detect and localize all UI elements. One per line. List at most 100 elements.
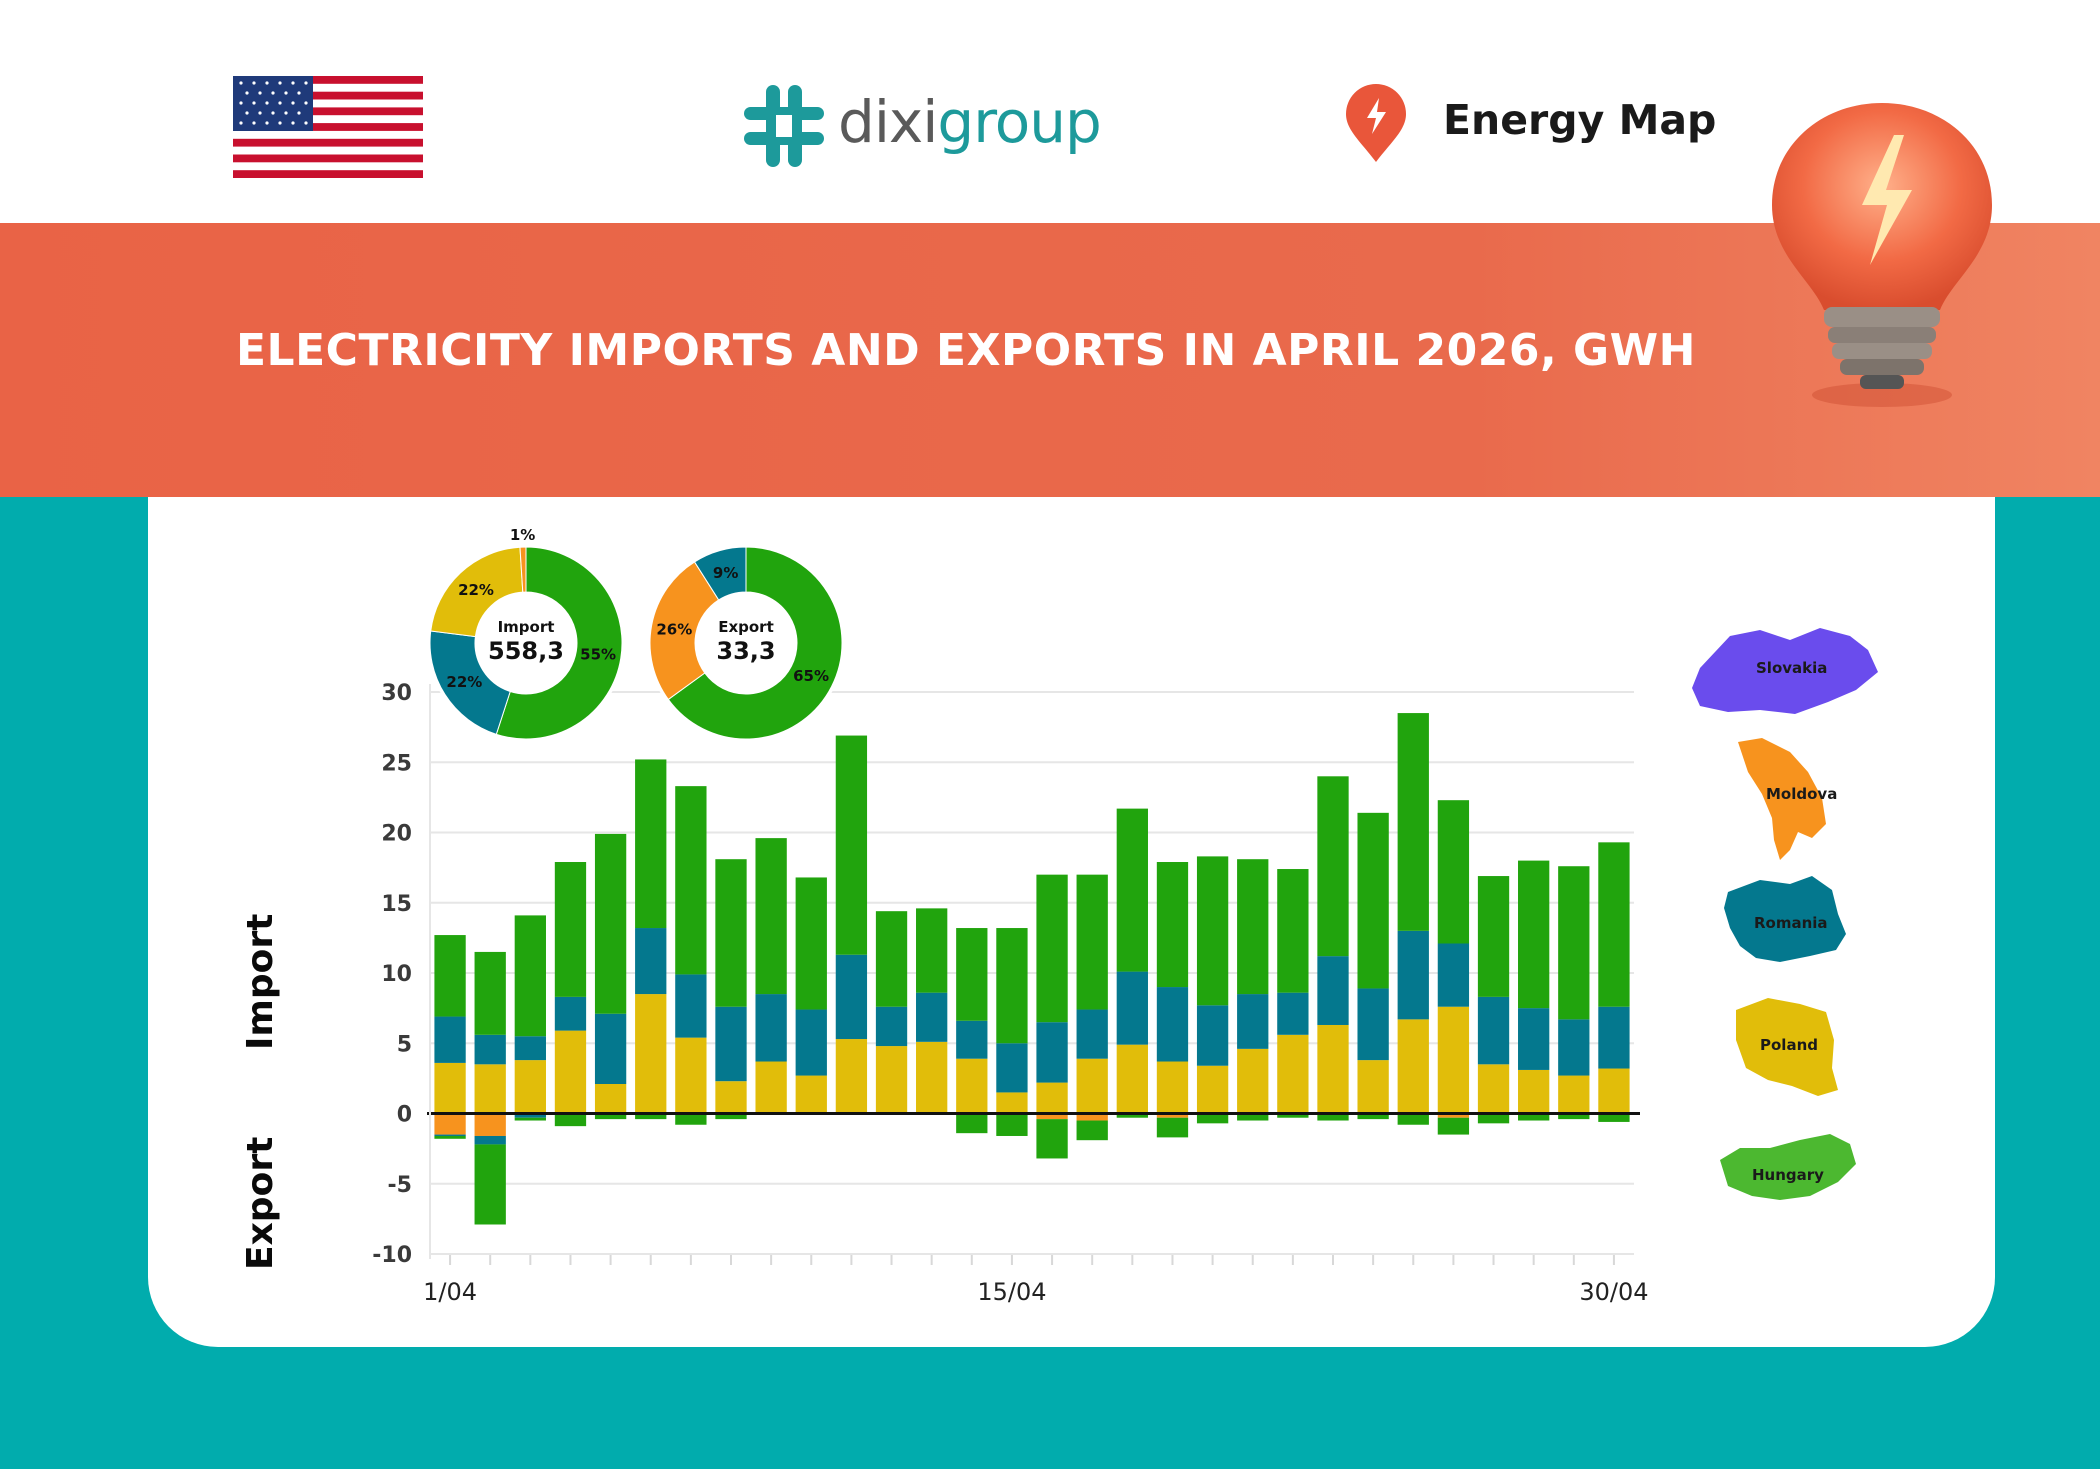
- bar-segment: [675, 786, 707, 975]
- bar-segment: [1237, 1048, 1269, 1114]
- donut-slice: [519, 546, 527, 593]
- bar-segment: [1156, 987, 1189, 1062]
- bar-segment: [996, 1113, 1028, 1136]
- bar-segment: [1357, 812, 1389, 989]
- bar-segment: [635, 994, 667, 1114]
- title-band: [0, 223, 2100, 497]
- bar-segment: [956, 928, 988, 1021]
- bar-segment: [1076, 1058, 1108, 1114]
- bar-segment: [1357, 1060, 1389, 1114]
- bar-segment: [1196, 1005, 1229, 1066]
- bar-segment: [635, 759, 667, 929]
- bar-segment: [675, 1037, 707, 1114]
- legend-label-slovakia: Slovakia: [1756, 659, 1827, 677]
- y-tick-label: 25: [381, 751, 412, 776]
- donut-slice-label: 55%: [580, 645, 616, 663]
- us-flag-icon: [233, 76, 423, 178]
- bar-segment: [1156, 1113, 1189, 1118]
- bar-segment: [474, 951, 506, 1035]
- bar-segment: [1598, 1068, 1630, 1114]
- donut-slice-label: 22%: [458, 581, 494, 599]
- legend-romania: Romania: [1724, 876, 1846, 962]
- bar-segment: [1237, 859, 1269, 995]
- bar-segment: [1196, 1065, 1229, 1114]
- bar-segment: [594, 1083, 627, 1114]
- bar-segment: [795, 877, 827, 1010]
- bar-segment: [1437, 943, 1470, 1007]
- moldova-map-icon: [1738, 738, 1826, 860]
- bar-segment: [916, 992, 948, 1042]
- bar-segment: [434, 1016, 466, 1063]
- donut-slice: [693, 546, 747, 601]
- bar-segment: [715, 1113, 747, 1120]
- bar-segment: [875, 1006, 908, 1047]
- legend-label-romania: Romania: [1754, 914, 1828, 932]
- bar-segment: [434, 1062, 466, 1114]
- donut-slice-label: 26%: [656, 620, 692, 638]
- bar-segment: [1277, 869, 1309, 993]
- y-tick-label: 30: [381, 681, 412, 706]
- y-tick-label: 5: [397, 1032, 412, 1057]
- export-axis-label: Export: [240, 1137, 281, 1270]
- bar-segment: [1156, 1061, 1189, 1114]
- bar-segment: [835, 1039, 868, 1114]
- bar-segment: [996, 928, 1028, 1044]
- bar-segment: [1317, 1024, 1349, 1114]
- bar-segment: [434, 935, 466, 1017]
- bar-segment: [1598, 1006, 1630, 1069]
- bar-segment: [1036, 1082, 1068, 1114]
- bar-segment: [1477, 876, 1510, 997]
- legend-label-hungary: Hungary: [1752, 1166, 1824, 1184]
- bar-segment: [1518, 1069, 1550, 1114]
- bar-segment: [1397, 1019, 1429, 1114]
- bar-segment: [594, 1013, 627, 1084]
- y-tick-label: 0: [397, 1103, 412, 1128]
- donut-slice: [667, 546, 843, 740]
- brand-name: dixigroup: [838, 82, 1102, 162]
- donut-slice-label: 65%: [793, 667, 829, 685]
- bar-segment: [1397, 930, 1429, 1020]
- donut-slice-label: 1%: [510, 526, 535, 544]
- bar-segment: [1437, 1117, 1470, 1135]
- legend-label-poland: Poland: [1760, 1036, 1818, 1054]
- bar-segment: [1237, 1113, 1269, 1121]
- bar-segment: [715, 859, 747, 1007]
- legend-poland: Poland: [1736, 998, 1838, 1096]
- stacked-bars: [434, 713, 1630, 1225]
- bar-segment: [875, 911, 908, 1007]
- bar-segment: [635, 928, 667, 995]
- y-axis-ticks: -10 -5 0 5 10 15 20 25 30: [372, 681, 412, 1268]
- location-pin-icon: [1346, 84, 1406, 162]
- y-tick-label: -5: [388, 1173, 412, 1198]
- bar-segment: [1317, 776, 1349, 957]
- bar-segment: [1156, 1117, 1189, 1138]
- bar-segment: [956, 1113, 988, 1134]
- bar-segment: [474, 1034, 506, 1065]
- legend-moldova: Moldova: [1738, 738, 1837, 860]
- bar-segment: [1076, 1009, 1108, 1059]
- y-tick-label: -10: [372, 1243, 412, 1268]
- bar-segment: [1317, 1113, 1349, 1121]
- donut-slice: [495, 546, 623, 740]
- bar-segment: [1357, 988, 1389, 1061]
- donut-slice: [429, 630, 511, 735]
- bar-segment: [1196, 856, 1229, 1006]
- bar-segment: [1558, 866, 1590, 1020]
- donut-center-value: 558,3: [488, 637, 564, 665]
- bar-segment: [474, 1135, 506, 1145]
- bar-segment: [1116, 971, 1148, 1045]
- bar-segment: [1397, 713, 1429, 931]
- brand-name-part2: group: [937, 88, 1101, 156]
- donut-slice: [649, 561, 720, 701]
- bar-segment: [434, 1135, 466, 1139]
- bar-segment: [514, 1060, 546, 1114]
- bar-segment: [1558, 1113, 1590, 1120]
- bar-segment: [554, 1113, 587, 1127]
- bar-segment: [1036, 874, 1068, 1023]
- bar-segment: [715, 1081, 747, 1114]
- legend-label-moldova: Moldova: [1766, 785, 1837, 803]
- donut-center-value: 33,3: [716, 637, 775, 665]
- slovakia-map-icon: [1692, 628, 1878, 714]
